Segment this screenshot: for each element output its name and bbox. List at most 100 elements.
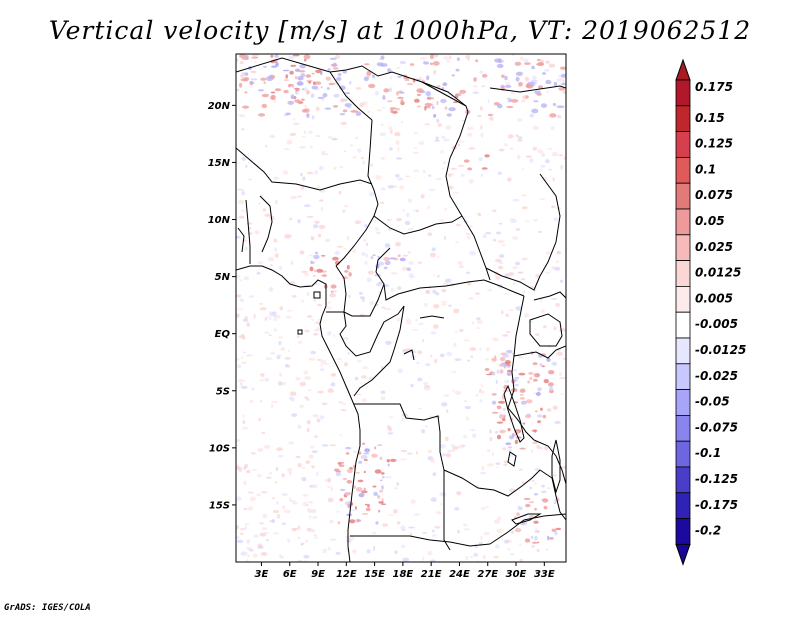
- lon-label: 15E: [364, 569, 385, 580]
- river-segment-1: [419, 315, 445, 319]
- ethiopia-sudan: [489, 85, 566, 93]
- colorbar-swatch: [675, 440, 691, 468]
- colorbar-label: -0.05: [695, 395, 730, 409]
- nigeria-north: [259, 195, 273, 253]
- colorbar-label: -0.125: [695, 472, 738, 486]
- lon-label: 21E: [421, 569, 442, 580]
- colorbar-label: -0.075: [695, 420, 738, 434]
- colorbar-label: -0.1: [695, 446, 721, 460]
- map-frame: [235, 53, 567, 563]
- colorbar-swatch: [675, 414, 691, 442]
- lon-label: 6E: [283, 569, 297, 580]
- lat-label: 10N: [208, 215, 231, 226]
- algeria-mali-border: [329, 71, 373, 121]
- angola-north: [354, 403, 445, 486]
- lon-label: 33E: [534, 569, 555, 580]
- lon-label: 18E: [393, 569, 414, 580]
- niger-chad-border: [335, 119, 379, 267]
- uganda-kenya: [533, 291, 566, 301]
- great-lakes-east: [507, 295, 535, 441]
- colorbar-label: -0.005: [695, 317, 738, 331]
- sudan-chad-border: [445, 111, 491, 281]
- lake-kariba: [511, 513, 542, 525]
- west-africa-coastline: [236, 265, 361, 562]
- colorbar-label: 0.025: [695, 240, 733, 254]
- lon-label: 27E: [477, 569, 498, 580]
- lake-victoria: [529, 313, 563, 347]
- plot-title: Vertical velocity [m/s] at 1000hPa, VT: …: [48, 16, 752, 45]
- tanzania-south: [533, 439, 566, 485]
- lat-label: 20N: [208, 101, 231, 112]
- colorbar-label: 0.005: [695, 291, 733, 305]
- mali-niger-border: [236, 147, 373, 191]
- colorbar-swatch: [675, 363, 691, 390]
- lake-malawi: [551, 439, 561, 494]
- colorbar-swatch: [675, 156, 691, 184]
- colorbar-label: 0.15: [695, 111, 725, 125]
- colorbar-swatch: [675, 208, 691, 236]
- lake-mweru: [507, 451, 517, 467]
- cameroon-border: [335, 265, 385, 317]
- colorbar-swatch: [675, 234, 691, 262]
- congo-gabon: [326, 305, 405, 357]
- lon-label: 12E: [336, 569, 357, 580]
- lat-label: 5S: [216, 386, 230, 397]
- latitude-labels: 20N 15N 10N 5N EQ 5S 10S 15S: [208, 101, 236, 511]
- colorbar-label: 0.125: [695, 137, 733, 151]
- lat-label: 15N: [208, 158, 231, 169]
- colorbar-label: 0.175: [695, 80, 733, 94]
- colorbar-swatch: [675, 260, 691, 287]
- ghana-border: [237, 227, 245, 253]
- colorbar-label: 0.0125: [695, 266, 741, 280]
- zambia-drc: [443, 469, 541, 497]
- colorbar-swatch: [675, 131, 691, 158]
- colorbar-label: 0.1: [695, 162, 716, 176]
- vertical-velocity-field: [236, 54, 566, 562]
- lon-label: 24E: [449, 569, 470, 580]
- colorbar-label: 0.05: [695, 214, 725, 228]
- colorbar-label: -0.025: [695, 369, 738, 383]
- colorbar-label: 0.075: [695, 188, 733, 202]
- congo-drc: [353, 305, 405, 397]
- angola-zambia: [443, 486, 451, 551]
- car-south: [375, 247, 525, 301]
- lon-label: 3E: [255, 569, 269, 580]
- colorbar-swatch: [675, 466, 691, 494]
- colorbar: 0.175 0.15 0.125 0.1 0.075 0.05 0.025 0.0125 0.0…: [675, 58, 746, 566]
- rwanda-burundi: [513, 345, 566, 359]
- lat-label: EQ: [215, 329, 231, 340]
- colorbar-label: -0.175: [695, 498, 738, 512]
- river-segment-2: [403, 349, 415, 361]
- colorbar-swatch: [675, 79, 691, 107]
- colorbar-swatch: [675, 389, 691, 416]
- coastlines-and-borders: [236, 57, 566, 562]
- colorbar-label: -0.2: [695, 524, 721, 538]
- lat-label: 10S: [209, 443, 230, 454]
- colorbar-bottom-arrow: [675, 543, 691, 566]
- colorbar-top-arrow: [675, 58, 691, 81]
- zambia-zimbabwe: [489, 513, 566, 545]
- benin-togo: [245, 199, 251, 264]
- sahara-border-north: [236, 57, 467, 107]
- lake-tanganyika: [503, 384, 525, 443]
- bioko-island: [313, 291, 321, 299]
- lat-label: 5N: [215, 272, 231, 283]
- libya-chad-border: [421, 81, 469, 113]
- malawi: [539, 469, 566, 521]
- colorbar-swatch: [675, 311, 691, 339]
- angola-namibia: [350, 535, 491, 547]
- sudan-east: [539, 173, 561, 277]
- colorbar-swatch: [675, 285, 691, 313]
- grads-credit: GrADS: IGES/COLA: [4, 603, 91, 613]
- colorbar-swatch: [675, 337, 691, 365]
- colorbar-label: -0.0125: [695, 343, 746, 357]
- lon-label: 30E: [506, 569, 527, 580]
- colorbar-swatch: [675, 492, 691, 519]
- colorbar-swatch: [675, 105, 691, 133]
- sao-tome: [297, 329, 303, 335]
- lon-label: 9E: [311, 569, 325, 580]
- south-sudan: [485, 267, 541, 291]
- longitude-labels: 3E 6E 9E 12E 15E 18E 21E 24E 27E 30E 33E: [255, 562, 555, 580]
- car-north: [373, 215, 463, 235]
